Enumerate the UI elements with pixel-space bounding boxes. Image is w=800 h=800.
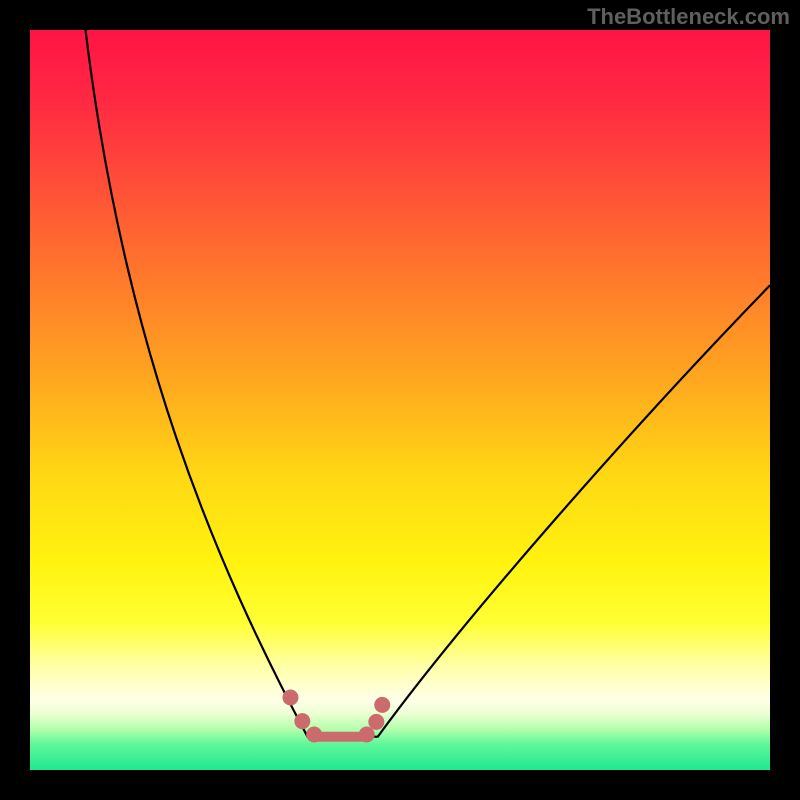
bottleneck-curve-svg	[30, 30, 770, 770]
chart-plot-area	[30, 30, 770, 770]
valley-marker-dot	[368, 714, 384, 730]
watermark-text: TheBottleneck.com	[587, 4, 790, 30]
bottleneck-curve	[86, 30, 771, 737]
valley-marker-dot	[282, 689, 298, 705]
valley-marker-dot	[306, 726, 322, 742]
valley-marker-dot	[294, 713, 310, 729]
valley-marker-dot	[359, 726, 375, 742]
valley-marker-dot	[374, 697, 390, 713]
